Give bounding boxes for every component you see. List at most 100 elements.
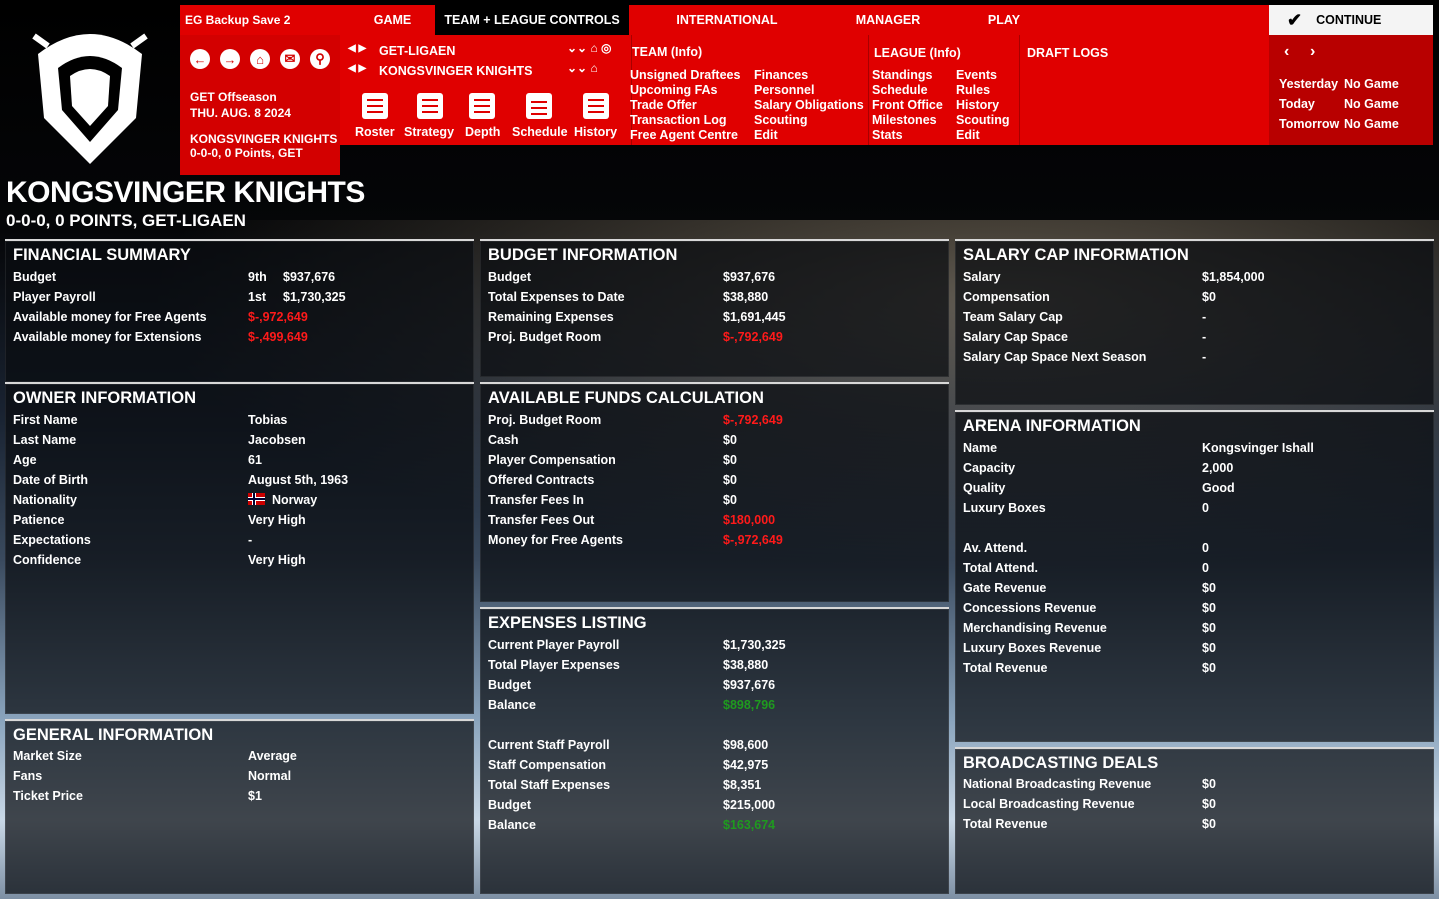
team-menu-item[interactable]: Unsigned Draftees [630,68,741,82]
row-value: $1,691,445 [723,310,786,324]
draft-logs-link[interactable]: DRAFT LOGS [1027,46,1109,60]
page-subtitle: 0-0-0, 0 POINTS, GET-LIGAEN [6,211,246,230]
search-icon[interactable]: ⚲ [310,49,330,69]
depth-icon[interactable] [469,93,495,119]
schedule-icon[interactable] [526,93,552,119]
depth-button[interactable]: Depth [465,125,501,139]
roster-icon[interactable] [362,93,388,119]
history-button[interactable]: History [574,125,618,139]
row-value: - [1202,350,1207,364]
row-label: Patience [13,513,65,527]
team-selector[interactable]: KONGSVINGER KNIGHTS [379,64,533,78]
nav-icons: ← → ⌂ ✉ ⚲ [190,49,330,69]
row-label: Salary Cap Space [963,330,1068,344]
continue-button[interactable]: ✔ CONTINUE [1269,5,1433,35]
league-menu-item[interactable]: Milestones [872,113,937,127]
league-info-header[interactable]: LEAGUE (Info) [874,46,961,60]
row-value: Average [248,749,297,763]
panel-title: GENERAL INFORMATION [13,726,214,744]
row-label: Proj. Budget Room [488,413,602,427]
strategy-button[interactable]: Strategy [404,125,455,139]
row-label: Fans [13,769,43,783]
row-value: $898,796 [723,698,776,712]
available-funds-panel: AVAILABLE FUNDS CALCULATION Proj. Budget… [480,382,949,602]
team-menu-item[interactable]: Free Agent Centre [630,128,738,142]
panel-title: AVAILABLE FUNDS CALCULATION [488,389,764,407]
team-logo [32,33,148,164]
league-menu-item[interactable]: Edit [956,128,980,142]
save-name[interactable]: EG Backup Save 2 [185,13,291,27]
row-value: $1,730,325 [283,290,346,304]
row-value: Very High [248,553,306,567]
team-menu-item[interactable]: Transaction Log [630,113,727,127]
row-value: $0 [1202,641,1216,655]
team-menu-item[interactable]: Personnel [754,83,815,97]
row-value: $0 [723,433,737,447]
previous-day-icon[interactable]: ‹ [1284,43,1290,60]
league-menu-item[interactable]: Standings [872,68,933,82]
tab-play[interactable]: PLAY [987,13,1021,27]
row-value: $937,676 [283,270,336,284]
tab-manager[interactable]: MANAGER [855,13,921,27]
row-label: Current Staff Payroll [488,738,610,752]
row-rank: 1st [248,290,267,304]
row-value: $98,600 [723,738,769,752]
nav-team-name[interactable]: KONGSVINGER KNIGHTS [190,132,338,146]
history-icon[interactable] [583,93,609,119]
row-label: Budget [488,270,532,284]
row-label: Expectations [13,533,91,547]
league-menu-item[interactable]: Scouting [956,113,1010,127]
row-label: Balance [488,698,536,712]
league-switch-arrows-icon[interactable]: ◀ ▶ [348,43,367,54]
row-value-cell: Norway [248,490,317,510]
mail-icon[interactable]: ✉ [280,49,300,69]
league-selector[interactable]: GET-LIGAEN [379,44,456,58]
tab-international[interactable]: INTERNATIONAL [676,13,778,27]
forward-arrow-icon[interactable]: → [220,49,240,69]
row-label: Budget [488,798,532,812]
day-value: No Game [1344,97,1399,111]
strategy-icon[interactable] [417,93,443,119]
back-arrow-icon[interactable]: ← [190,49,210,69]
team-menu-item[interactable]: Trade Offer [630,98,697,112]
league-menu-item[interactable]: Events [956,68,997,82]
row-value: $-,499,649 [248,330,308,344]
home-icon[interactable]: ⌂ [250,49,270,69]
next-day-icon[interactable]: › [1310,43,1316,60]
tab-team-league-controls[interactable]: TEAM + LEAGUE CONTROLS [435,5,629,35]
team-dropdown-icon[interactable]: ⌄⌄ ⌂ [567,61,598,75]
panel-title: BROADCASTING DEALS [963,754,1159,772]
tab-game[interactable]: GAME [373,13,412,27]
team-menu-item[interactable]: Finances [754,68,809,82]
league-menu-item[interactable]: Rules [956,83,991,97]
row-label: Date of Birth [13,473,88,487]
row-value: $-,972,649 [248,310,308,324]
league-menu-item[interactable]: History [956,98,1000,112]
panel-title: EXPENSES LISTING [488,614,647,632]
team-info-header[interactable]: TEAM (Info) [632,45,703,59]
panel-title: OWNER INFORMATION [13,389,197,407]
league-menu-item[interactable]: Front Office [872,98,943,112]
row-label: Transfer Fees Out [488,513,595,527]
team-menu-item[interactable]: Edit [754,128,778,142]
league-menu-item[interactable]: Schedule [872,83,928,97]
panel-title: SALARY CAP INFORMATION [963,246,1189,264]
nav-team-record: 0-0-0, 0 Points, GET [190,146,303,160]
row-label: Name [963,441,998,455]
row-value: $8,351 [723,778,762,792]
row-value: - [248,533,253,547]
roster-button[interactable]: Roster [355,125,395,139]
schedule-button[interactable]: Schedule [512,125,568,139]
panel-title: BUDGET INFORMATION [488,246,678,264]
team-menu-item[interactable]: Upcoming FAs [630,83,718,97]
row-value: $0 [1202,817,1216,831]
row-label: Total Expenses to Date [488,290,625,304]
divider [631,35,632,145]
league-menu-item[interactable]: Stats [872,128,903,142]
team-switch-arrows-icon[interactable]: ◀ ▶ [348,63,367,74]
league-dropdown-icon[interactable]: ⌄⌄ ⌂ ◎ [567,41,612,55]
norway-flag-icon [248,493,265,505]
team-menu-item[interactable]: Scouting [754,113,808,127]
team-league-controls-panel: ◀ ▶ GET-LIGAEN ◀ ▶ KONGSVINGER KNIGHTS ⌄… [340,35,1269,145]
team-menu-item[interactable]: Salary Obligations [754,98,864,112]
